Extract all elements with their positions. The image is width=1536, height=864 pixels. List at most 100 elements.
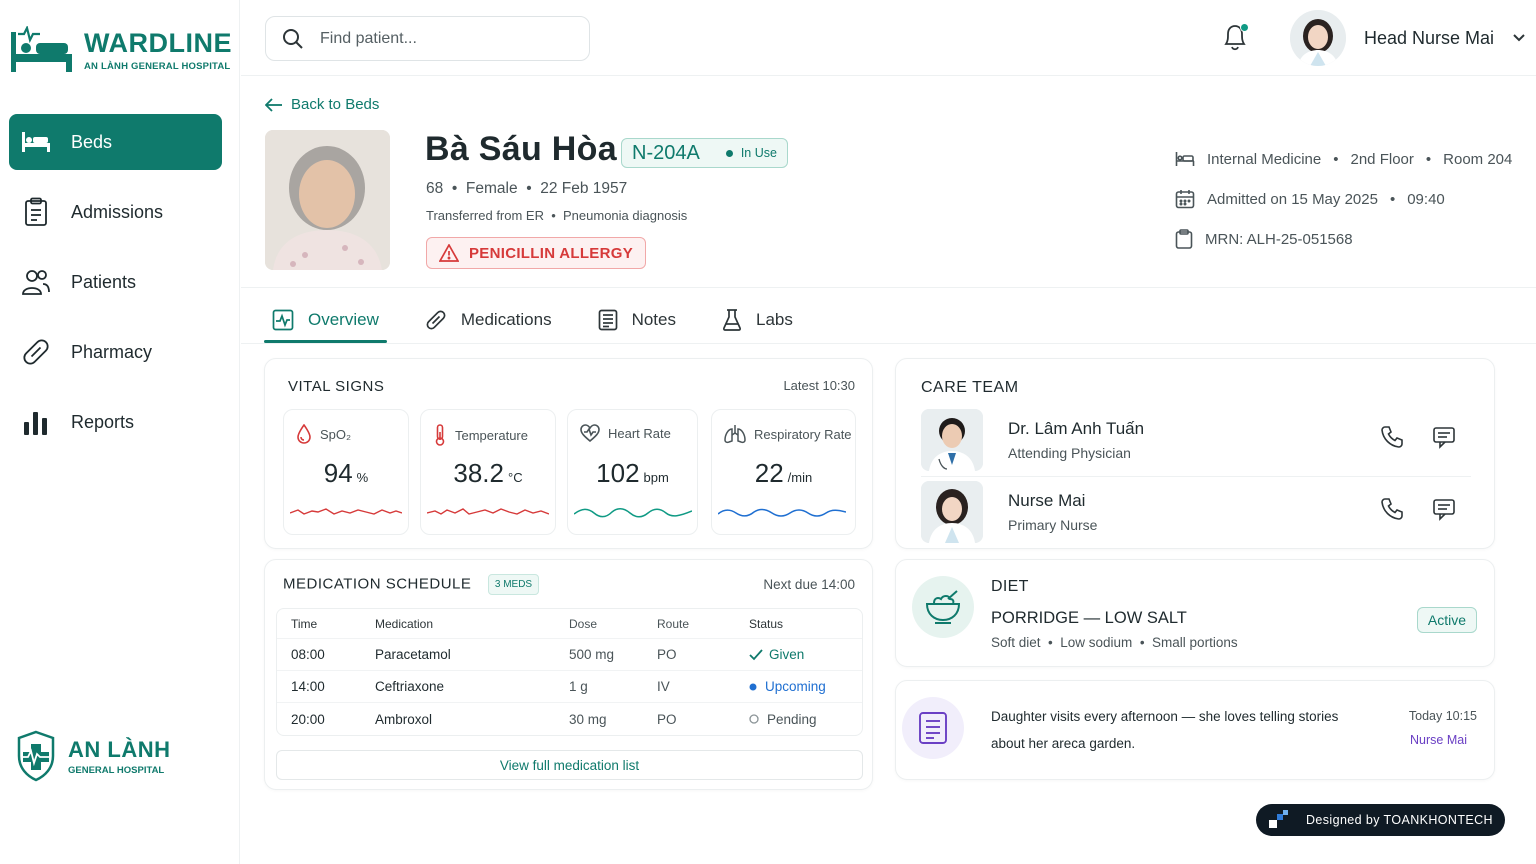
sidebar-item-pharmacy[interactable]: Pharmacy xyxy=(9,324,222,380)
bed-badge: N-204A In Use xyxy=(621,138,788,168)
member-role: Primary Nurse xyxy=(1008,517,1098,533)
med-route: IV xyxy=(657,679,670,694)
med-route: PO xyxy=(657,647,677,662)
vital-unit: bpm xyxy=(643,470,669,485)
phone-icon[interactable] xyxy=(1380,425,1404,449)
chat-icon[interactable] xyxy=(1432,425,1456,449)
status-badge: Upcoming xyxy=(735,679,855,694)
diet-detail: Soft diet xyxy=(991,635,1041,650)
thermometer-icon xyxy=(435,424,445,446)
diet-details: Soft diet • Low sodium • Small portions xyxy=(991,635,1238,650)
note-icon xyxy=(902,697,964,759)
diet-title: PORRIDGE — LOW SALT xyxy=(991,609,1187,627)
arrow-left-icon xyxy=(265,97,282,112)
notifications-button[interactable] xyxy=(1221,22,1251,52)
respiratory-sparkline xyxy=(718,508,846,517)
clipboard-icon xyxy=(21,197,51,227)
diet-card: DIET PORRIDGE — LOW SALT Soft diet • Low… xyxy=(895,559,1495,667)
view-full-medication-list-button[interactable]: View full medication list xyxy=(276,750,863,780)
sidebar-nav: Beds Admissions Patients Pharmacy Report… xyxy=(9,114,222,464)
note-card[interactable]: Daughter visits every afternoon — she lo… xyxy=(895,680,1495,780)
chat-icon[interactable] xyxy=(1432,497,1456,521)
tab-labs[interactable]: Labs xyxy=(714,296,801,343)
vital-label: Temperature xyxy=(455,427,528,443)
vital-spo2: SpO₂ 94% xyxy=(283,409,409,535)
phone-icon[interactable] xyxy=(1380,497,1404,521)
vital-temperature: Temperature 38.2 °C xyxy=(420,409,556,535)
users-icon xyxy=(21,267,51,297)
vital-value: 22 xyxy=(754,458,784,488)
tab-medications[interactable]: Medications xyxy=(417,296,560,343)
mrn-row: MRN: ALH-25-051568 xyxy=(1175,228,1512,250)
notification-dot xyxy=(1240,23,1249,32)
patient-sex: Female xyxy=(465,180,518,197)
sidebar-item-beds[interactable]: Beds xyxy=(9,114,222,170)
member-role: Attending Physician xyxy=(1008,445,1131,461)
admitted-row: Admitted on 15 May 2025 • 09:40 xyxy=(1175,188,1512,210)
transfer-source: Transferred from ER xyxy=(426,208,544,223)
allergy-alert: PENICILLIN ALLERGY xyxy=(426,237,647,269)
admitted-time: 09:40 xyxy=(1407,190,1445,208)
patient-name: Bà Sáu Hòa xyxy=(425,130,617,168)
bed-status-label: In Use xyxy=(740,146,777,160)
med-route: PO xyxy=(657,711,677,727)
search-input[interactable] xyxy=(320,29,560,48)
tab-label: Labs xyxy=(756,309,793,329)
note-time: Today 10:15 xyxy=(1408,709,1477,723)
med-dose: 1 g xyxy=(569,679,588,694)
status-badge: Pending xyxy=(735,712,855,727)
meds-count-badge: 3 MEDS xyxy=(487,574,540,595)
column-header: Time xyxy=(291,616,318,631)
column-header: Route xyxy=(657,616,690,631)
user-menu[interactable]: Head Nurse Mai xyxy=(1290,10,1526,66)
table-row[interactable]: 08:00 Paracetamol 500 mg PO Given xyxy=(277,639,862,671)
patient-photo xyxy=(265,130,390,270)
search-icon xyxy=(283,28,303,49)
sidebar-item-label: Patients xyxy=(71,271,137,292)
sidebar-item-admissions[interactable]: Admissions xyxy=(9,184,222,240)
sidebar: WARDLINE AN LÀNH GENERAL HOSPITAL Beds A… xyxy=(0,0,240,864)
sidebar-item-patients[interactable]: Patients xyxy=(9,254,222,310)
circle-outline-icon xyxy=(749,714,759,724)
status-label: Given xyxy=(769,647,805,662)
patient-demographics: 68 • Female • 22 Feb 1957 xyxy=(426,180,628,197)
allergy-label: PENICILLIN ALLERGY xyxy=(469,244,634,262)
medication-schedule-card: MEDICATION SCHEDULE 3 MEDS Next due 14:0… xyxy=(264,559,873,790)
dot-icon xyxy=(749,683,757,690)
care-team-card: CARE TEAM Dr. Lâm Anh Tuấn Attending Phy… xyxy=(895,358,1495,549)
status-label: Upcoming xyxy=(765,679,826,694)
column-header: Status xyxy=(749,616,784,631)
tab-label: Medications xyxy=(460,309,552,329)
sidebar-item-reports[interactable]: Reports xyxy=(9,394,222,450)
bed-icon xyxy=(1175,152,1195,166)
vital-signs-card: VITAL SIGNS Latest 10:30 SpO₂ 94% Temper… xyxy=(264,358,873,549)
back-to-beds-link[interactable]: Back to Beds xyxy=(265,96,379,113)
vital-value: 94 xyxy=(323,458,353,488)
med-time: 20:00 xyxy=(291,711,325,727)
bed-status: In Use xyxy=(725,146,777,160)
footer-brand-name: AN LÀNH xyxy=(68,736,171,762)
shield-cross-icon xyxy=(17,730,55,782)
medication-table: Time Medication Dose Route Status 08:00 … xyxy=(276,608,863,736)
table-row[interactable]: 20:00 Ambroxol 30 mg PO Pending xyxy=(277,703,862,735)
sidebar-item-label: Reports xyxy=(71,411,135,432)
member-divider xyxy=(921,476,1471,477)
footer-brand-sub: GENERAL HOSPITAL xyxy=(68,764,165,776)
med-dose: 500 mg xyxy=(569,647,615,662)
search-box[interactable] xyxy=(265,16,590,61)
temperature-sparkline xyxy=(427,508,549,515)
bed-icon xyxy=(21,127,51,157)
member-name: Nurse Mai xyxy=(1008,491,1086,510)
hospital-logo: AN LÀNH GENERAL HOSPITAL xyxy=(16,730,171,782)
note-text: Daughter visits every afternoon — she lo… xyxy=(991,709,1339,751)
vital-unit: % xyxy=(356,470,369,485)
tab-overview[interactable]: Overview xyxy=(264,296,387,343)
brand-name: WARDLINE xyxy=(84,27,232,58)
member-name: Dr. Lâm Anh Tuấn xyxy=(1008,419,1145,438)
calendar-icon xyxy=(1175,190,1195,209)
admission-meta: Internal Medicine • 2nd Floor • Room 204… xyxy=(1175,148,1512,268)
tab-notes[interactable]: Notes xyxy=(590,296,684,343)
app-logo[interactable]: WARDLINE AN LÀNH GENERAL HOSPITAL xyxy=(10,26,232,74)
vital-respiratory-rate: Respiratory Rate 22/min xyxy=(711,409,856,535)
table-row[interactable]: 14:00 Ceftriaxone 1 g IV Upcoming xyxy=(277,671,862,703)
